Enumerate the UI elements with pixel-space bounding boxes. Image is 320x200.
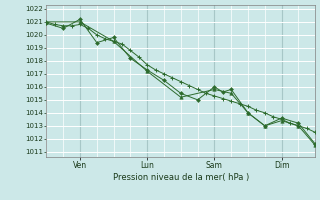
X-axis label: Pression niveau de la mer( hPa ): Pression niveau de la mer( hPa ) <box>113 173 249 182</box>
